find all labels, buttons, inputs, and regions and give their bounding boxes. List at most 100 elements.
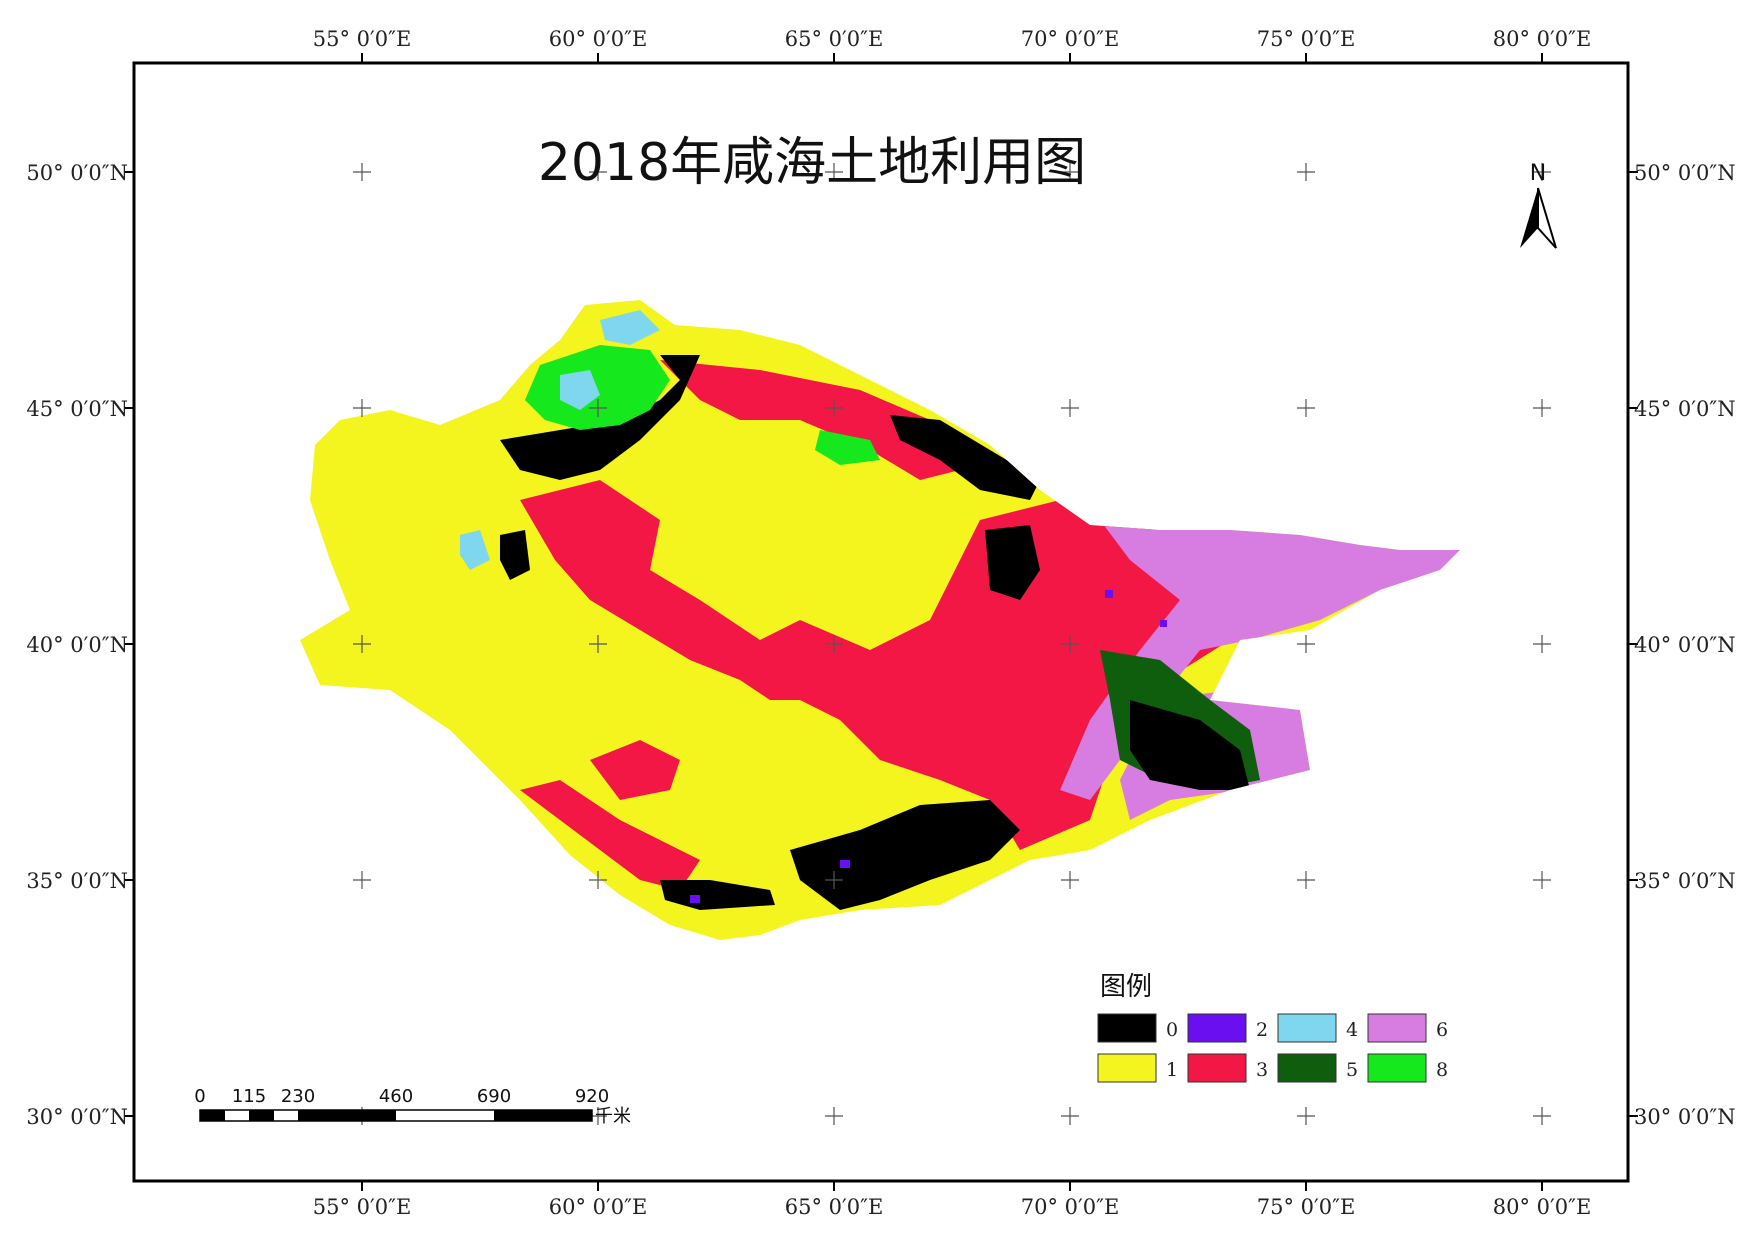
legend-swatch [1187, 1053, 1247, 1083]
legend-title: 图例 [1100, 972, 1152, 1002]
graticule-cross [1297, 635, 1315, 653]
lon-label-bottom: 70° 0′0″E [1021, 1195, 1120, 1219]
legend-swatch [1367, 1053, 1427, 1083]
lat-label-right: 50° 0′0″N [1634, 161, 1736, 185]
lon-label-bottom: 75° 0′0″E [1257, 1195, 1356, 1219]
graticule-cross [825, 163, 843, 181]
north-arrow-icon [1520, 188, 1538, 248]
legend-swatch [1097, 1013, 1157, 1043]
graticule-cross [1061, 1107, 1079, 1125]
scale-bar-label: 0 [194, 1086, 205, 1107]
legend-label: 5 [1346, 1059, 1358, 1081]
class-0-area-se [1130, 700, 1250, 790]
lon-label-top: 55° 0′0″E [313, 27, 412, 51]
north-arrow-icon-half [1537, 187, 1557, 249]
lat-label-right: 35° 0′0″N [1634, 869, 1736, 893]
class-0-area-west [500, 530, 530, 580]
left-latitude-labels: 50° 0′0″N 45° 0′0″N 40° 0′0″N 35° 0′0″N … [26, 161, 128, 1129]
legend-label: 4 [1346, 1019, 1358, 1041]
graticule-cross [1061, 635, 1079, 653]
legend-label: 0 [1166, 1019, 1178, 1041]
graticule-cross [825, 399, 843, 417]
lat-label-left: 40° 0′0″N [26, 633, 128, 657]
graticule-cross [1533, 871, 1551, 889]
lon-label-top: 60° 0′0″E [549, 27, 648, 51]
lon-label-top: 70° 0′0″E [1021, 27, 1120, 51]
graticule-cross [353, 871, 371, 889]
class-4-area-aral [560, 370, 600, 410]
class-4-area-north [600, 310, 660, 345]
class-0-area-ne [890, 415, 1040, 500]
lat-label-left: 30° 0′0″N [26, 1105, 128, 1129]
right-latitude-labels: 50° 0′0″N 45° 0′0″N 40° 0′0″N 35° 0′0″N … [1634, 161, 1736, 1129]
scale-bar-label: 690 [477, 1086, 511, 1107]
lat-label-left: 45° 0′0″N [26, 397, 128, 421]
north-arrow-label: N [1530, 161, 1546, 186]
scale-bar: 0 115 230 460 690 920 千米 [194, 1086, 631, 1127]
graticule-cross [353, 399, 371, 417]
graticule-cross [1061, 399, 1079, 417]
lat-label-left: 35° 0′0″N [26, 869, 128, 893]
graticule-cross [825, 1107, 843, 1125]
graticule-cross [1533, 163, 1551, 181]
lat-label-right: 40° 0′0″N [1634, 633, 1736, 657]
class-2-speck [1105, 590, 1113, 598]
lon-label-bottom: 65° 0′0″E [785, 1195, 884, 1219]
graticule-cross [1533, 635, 1551, 653]
graticule-cross [825, 635, 843, 653]
class-3-area-south [520, 780, 700, 890]
scale-bar-label: 460 [379, 1086, 413, 1107]
scale-bar-segment [298, 1110, 396, 1121]
class-0-area-east [985, 525, 1040, 600]
legend-swatch [1277, 1013, 1337, 1043]
map-title: 2018年咸海土地利用图 [538, 133, 1086, 193]
scale-bar-unit: 千米 [595, 1106, 631, 1127]
graticule-cross [1297, 1107, 1315, 1125]
scale-bar-segment [249, 1110, 274, 1121]
graticule-cross [1061, 871, 1079, 889]
legend-label: 2 [1256, 1019, 1268, 1041]
graticule-cross [589, 399, 607, 417]
lon-label-top: 65° 0′0″E [785, 27, 884, 51]
graticule-cross [825, 871, 843, 889]
scale-bar-label: 920 [575, 1086, 609, 1107]
lon-label-bottom: 60° 0′0″E [549, 1195, 648, 1219]
north-arrow: N [1520, 161, 1557, 249]
bottom-longitude-labels: 55° 0′0″E 60° 0′0″E 65° 0′0″E 70° 0′0″E … [313, 1195, 1592, 1219]
graticule-cross [353, 635, 371, 653]
scale-bar-label: 115 [232, 1086, 266, 1107]
lon-label-top: 80° 0′0″E [1493, 27, 1592, 51]
legend-swatch [1187, 1013, 1247, 1043]
legend-label: 1 [1166, 1059, 1178, 1081]
class-4-area-west [460, 530, 490, 570]
lon-label-bottom: 55° 0′0″E [313, 1195, 412, 1219]
graticule-cross [1297, 163, 1315, 181]
graticule-cross [589, 871, 607, 889]
graticule-cross [1297, 399, 1315, 417]
top-longitude-labels: 55° 0′0″E 60° 0′0″E 65° 0′0″E 70° 0′0″E … [313, 27, 1592, 51]
graticule-cross [1533, 399, 1551, 417]
class-8-area-ne [815, 430, 880, 465]
legend-label: 6 [1436, 1019, 1448, 1041]
scale-bar-segment [494, 1110, 592, 1121]
class-2-speck [690, 895, 700, 903]
legend-label: 3 [1256, 1059, 1268, 1081]
legend-swatch [1367, 1013, 1427, 1043]
graticule-cross [589, 635, 607, 653]
graticule-cross [1533, 1107, 1551, 1125]
class-0-area-south2 [660, 880, 775, 910]
frame-ticks [124, 53, 1638, 1191]
class-3-area [520, 480, 1230, 850]
class-3-area-mid [590, 740, 680, 800]
legend: 图例 0 2 4 6 1 3 5 8 [1097, 972, 1448, 1083]
class-0-area-south [790, 800, 1020, 910]
lon-label-bottom: 80° 0′0″E [1493, 1195, 1592, 1219]
lon-label-top: 75° 0′0″E [1257, 27, 1356, 51]
legend-label: 8 [1436, 1059, 1448, 1081]
legend-swatch [1277, 1053, 1337, 1083]
graticule-cross [353, 163, 371, 181]
class-8-area [525, 345, 670, 430]
class-2-speck [1160, 620, 1167, 627]
class-3-area-north [660, 360, 960, 480]
